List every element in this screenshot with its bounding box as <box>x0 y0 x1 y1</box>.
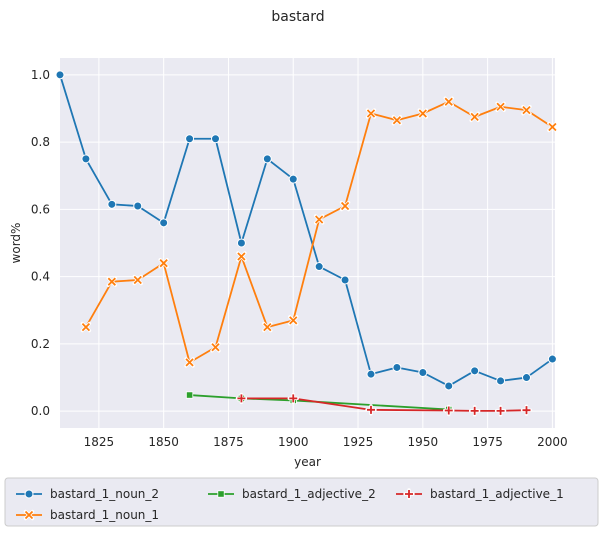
x-tick-label: 2000 <box>537 435 568 449</box>
data-point <box>210 342 221 353</box>
data-point <box>288 174 298 184</box>
legend-marker <box>23 509 35 521</box>
grid-vertical <box>98 58 553 428</box>
data-point <box>417 108 429 119</box>
legend-marker <box>217 490 225 498</box>
data-point <box>340 275 350 285</box>
data-point <box>262 321 273 333</box>
data-point <box>365 108 377 119</box>
x-tick-label: 1900 <box>278 435 309 449</box>
data-point <box>81 154 91 164</box>
data-point <box>443 96 454 107</box>
data-point <box>185 134 195 144</box>
data-point <box>107 199 117 209</box>
legend-marker <box>24 489 34 499</box>
data-point <box>287 392 299 405</box>
y-tick-label: 0.8 <box>31 135 50 149</box>
data-point <box>106 276 118 287</box>
data-point <box>418 368 428 377</box>
data-point <box>288 315 299 326</box>
x-tick-labels: 1825 1850 1875 1900 1925 1950 1975 2000 <box>84 435 568 449</box>
legend-label: bastard_1_adjective_2 <box>242 487 376 501</box>
legend-frame <box>4 477 599 527</box>
data-point <box>236 238 246 248</box>
series-markers-bastard-1-noun-2 <box>55 70 557 391</box>
data-point <box>469 111 480 123</box>
data-point <box>236 251 247 262</box>
series-line-bastard-1-noun-2 <box>59 74 553 387</box>
data-point <box>210 134 220 144</box>
legend-item-bastard-1-adjective-1: bastard_1_adjective_1 <box>396 487 564 501</box>
data-point <box>184 357 195 368</box>
series-markers <box>55 70 558 417</box>
data-point <box>133 201 143 211</box>
legend-label: bastard_1_adjective_1 <box>430 487 564 501</box>
y-tick-label: 0.6 <box>31 202 50 216</box>
y-axis-label: word% <box>9 223 23 264</box>
data-point <box>313 214 325 225</box>
data-point <box>158 257 169 269</box>
legend-marker <box>403 488 415 500</box>
series-markers-bastard-1-adjective-1 <box>235 392 533 417</box>
data-point <box>392 362 402 372</box>
legend-item-bastard-1-noun-1: bastard_1_noun_1 <box>16 508 159 522</box>
y-tick-label: 0.2 <box>31 337 50 351</box>
data-point <box>159 218 169 228</box>
data-point <box>496 376 506 386</box>
data-point <box>547 354 557 364</box>
chart-title: bastard <box>271 9 324 25</box>
x-tick-label: 1875 <box>213 435 244 449</box>
x-tick-label: 1975 <box>472 435 503 449</box>
series-markers-bastard-1-noun-1 <box>80 96 558 368</box>
data-point <box>339 200 351 212</box>
legend-label: bastard_1_noun_1 <box>50 508 159 522</box>
data-point <box>468 405 481 417</box>
y-tick-label: 0.0 <box>31 404 50 418</box>
data-point <box>314 262 324 272</box>
data-point <box>185 391 194 399</box>
x-tick-label: 1850 <box>148 435 179 449</box>
data-point <box>366 369 376 379</box>
data-point <box>55 70 65 80</box>
data-point <box>443 404 455 417</box>
y-tick-label: 0.4 <box>31 270 50 284</box>
legend-item-bastard-1-noun-2: bastard_1_noun_2 <box>16 487 159 501</box>
legend-label: bastard_1_noun_2 <box>50 487 159 501</box>
x-axis-label: year <box>294 455 321 469</box>
data-point <box>495 101 506 112</box>
data-point <box>547 121 558 133</box>
data-point <box>80 321 92 333</box>
y-tick-labels: 0.0 0.2 0.4 0.6 0.8 1.0 <box>31 68 50 418</box>
x-tick-label: 1825 <box>84 435 115 449</box>
data-point <box>391 115 403 126</box>
x-tick-label: 1950 <box>408 435 439 449</box>
data-point <box>521 373 531 383</box>
data-point <box>494 405 507 417</box>
data-point <box>235 392 248 405</box>
data-point <box>365 404 377 416</box>
data-point <box>132 274 143 286</box>
data-point <box>470 366 480 376</box>
x-tick-label: 1925 <box>343 435 374 449</box>
data-point <box>521 104 532 116</box>
data-point <box>444 381 454 391</box>
data-point <box>262 154 272 164</box>
y-tick-label: 1.0 <box>31 68 50 82</box>
data-point <box>520 404 533 416</box>
legend-item-bastard-1-adjective-2: bastard_1_adjective_2 <box>208 487 376 501</box>
legend: bastard_1_noun_2 bastard_1_noun_1 bastard_… <box>4 477 599 527</box>
